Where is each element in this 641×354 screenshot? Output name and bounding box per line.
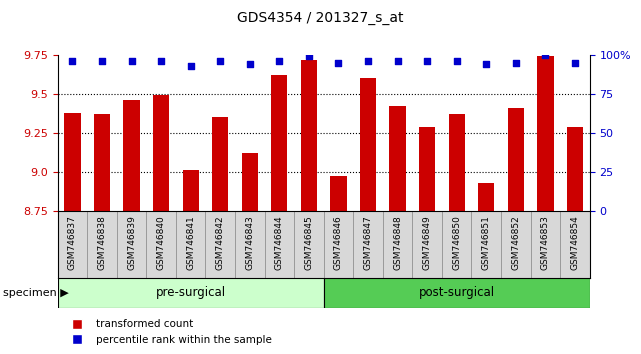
Bar (360, 78, 376, 211)
Text: GSM746838: GSM746838 (97, 215, 106, 270)
Legend: transformed count, percentile rank within the sample: transformed count, percentile rank withi… (63, 315, 276, 349)
Point (245, 61, 255, 67)
Bar (301, 59, 317, 211)
Text: GSM746847: GSM746847 (363, 215, 372, 270)
Point (215, 58, 226, 64)
Text: pre-surgical: pre-surgical (156, 286, 226, 299)
Bar (478, 183, 494, 211)
Text: GSM746848: GSM746848 (393, 215, 402, 270)
Text: GSM746844: GSM746844 (275, 215, 284, 270)
Text: GSM746845: GSM746845 (304, 215, 313, 270)
Text: GSM746839: GSM746839 (127, 215, 136, 270)
Point (363, 58, 373, 64)
Text: GSM746837: GSM746837 (68, 215, 77, 270)
Text: GSM746840: GSM746840 (156, 215, 165, 270)
Point (511, 60, 521, 65)
Point (274, 58, 285, 64)
Text: GDS4354 / 201327_s_at: GDS4354 / 201327_s_at (237, 11, 404, 25)
Point (451, 58, 462, 64)
Bar (94, 114, 110, 211)
Bar (537, 56, 554, 211)
Bar (419, 126, 435, 211)
Text: GSM746854: GSM746854 (570, 215, 579, 270)
Text: GSM746849: GSM746849 (422, 215, 431, 270)
Bar (64, 113, 81, 211)
Text: GSM746852: GSM746852 (512, 215, 520, 270)
Point (540, 52, 551, 58)
Bar (212, 117, 228, 211)
FancyBboxPatch shape (58, 278, 324, 308)
Bar (449, 114, 465, 211)
Point (67, 58, 78, 64)
Bar (183, 170, 199, 211)
Text: GSM746853: GSM746853 (541, 215, 550, 270)
Bar (390, 106, 406, 211)
Point (481, 61, 492, 67)
Text: GSM746842: GSM746842 (216, 215, 225, 270)
Bar (330, 176, 347, 211)
Point (156, 58, 166, 64)
Bar (124, 100, 140, 211)
Bar (242, 153, 258, 211)
Point (392, 58, 403, 64)
Text: GSM746851: GSM746851 (482, 215, 491, 270)
Bar (153, 95, 169, 211)
Point (422, 58, 432, 64)
Point (97, 58, 107, 64)
Point (333, 60, 344, 65)
FancyBboxPatch shape (324, 278, 590, 308)
Bar (508, 108, 524, 211)
Point (126, 58, 137, 64)
Text: GSM746843: GSM746843 (246, 215, 254, 270)
Text: GSM746850: GSM746850 (452, 215, 462, 270)
Point (570, 60, 580, 65)
Point (304, 53, 314, 59)
Point (186, 63, 196, 69)
Text: GSM746841: GSM746841 (186, 215, 196, 270)
Text: GSM746846: GSM746846 (334, 215, 343, 270)
Bar (271, 75, 288, 211)
Text: specimen ▶: specimen ▶ (3, 288, 69, 298)
Text: post-surgical: post-surgical (419, 286, 495, 299)
Bar (567, 126, 583, 211)
